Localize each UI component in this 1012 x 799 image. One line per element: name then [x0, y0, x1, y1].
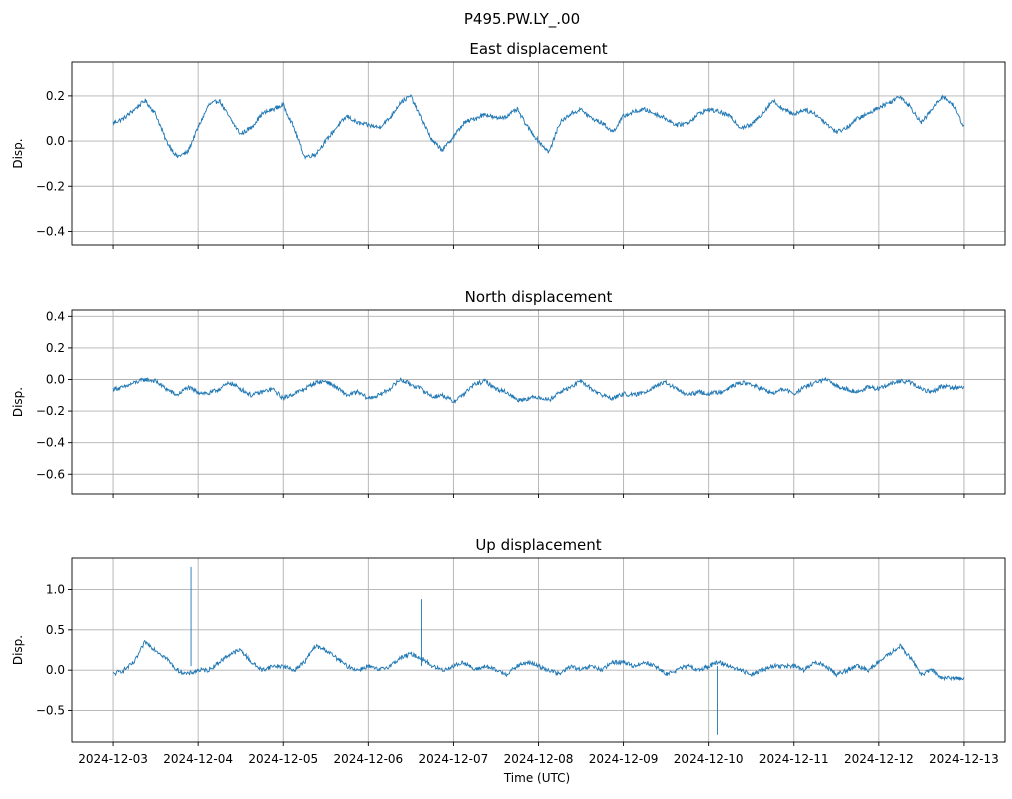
north-ytick-label: −0.2 — [36, 404, 65, 418]
east-ytick-label: 0.2 — [46, 89, 65, 103]
x-axis-label: Time (UTC) — [503, 771, 570, 785]
up-xtick-label: 2024-12-08 — [504, 752, 574, 766]
up-xtick-label: 2024-12-13 — [929, 752, 999, 766]
east-ytick-label: −0.4 — [36, 224, 65, 238]
east-y-axis-label: Disp. — [11, 138, 25, 168]
north-ytick-label: 0.4 — [46, 309, 65, 323]
up-y-axis-label: Disp. — [11, 635, 25, 665]
north-displacement-line — [112, 376, 965, 404]
up-xtick-label: 2024-12-07 — [419, 752, 489, 766]
axes-east: 0.2 0.0 −0.2 −0.4 East displacement Disp. — [11, 40, 1006, 249]
up-displacement-line — [112, 639, 965, 682]
up-xtick-label: 2024-12-12 — [844, 752, 914, 766]
up-xtick-label: 2024-12-10 — [674, 752, 744, 766]
east-ytick-label: 0.0 — [46, 134, 65, 148]
figure-suptitle: P495.PW.LY_.00 — [464, 10, 580, 29]
up-ytick-label: 0.5 — [46, 623, 65, 637]
up-xtick-label: 2024-12-11 — [759, 752, 829, 766]
north-ytick-label: 0.2 — [46, 341, 65, 355]
east-displacement-line — [112, 94, 965, 160]
north-y-axis-label: Disp. — [11, 387, 25, 417]
up-xtick-label: 2024-12-09 — [589, 752, 659, 766]
up-xtick-label: 2024-12-06 — [333, 752, 403, 766]
axes-up: 1.0 0.5 0.0 −0.5 2024-12-03 2024-12-04 2024-12… — [11, 536, 1006, 766]
up-ytick-label: −0.5 — [36, 704, 65, 718]
north-ytick-label: −0.6 — [36, 467, 65, 481]
north-axes-title: North displacement — [465, 288, 613, 306]
east-axes-title: East displacement — [469, 40, 607, 58]
east-ytick-label: −0.2 — [36, 179, 65, 193]
axes-north: 0.4 0.2 0.0 −0.2 −0.4 −0.6 North displacement D… — [11, 288, 1006, 498]
up-ytick-label: 1.0 — [46, 582, 65, 596]
up-ytick-label: 0.0 — [46, 663, 65, 677]
north-ytick-label: 0.0 — [46, 372, 65, 386]
up-xtick-label: 2024-12-03 — [78, 752, 148, 766]
north-ytick-label: −0.4 — [36, 436, 65, 450]
up-xtick-label: 2024-12-04 — [163, 752, 233, 766]
up-axes-title: Up displacement — [475, 536, 601, 554]
up-xtick-label: 2024-12-05 — [248, 752, 318, 766]
